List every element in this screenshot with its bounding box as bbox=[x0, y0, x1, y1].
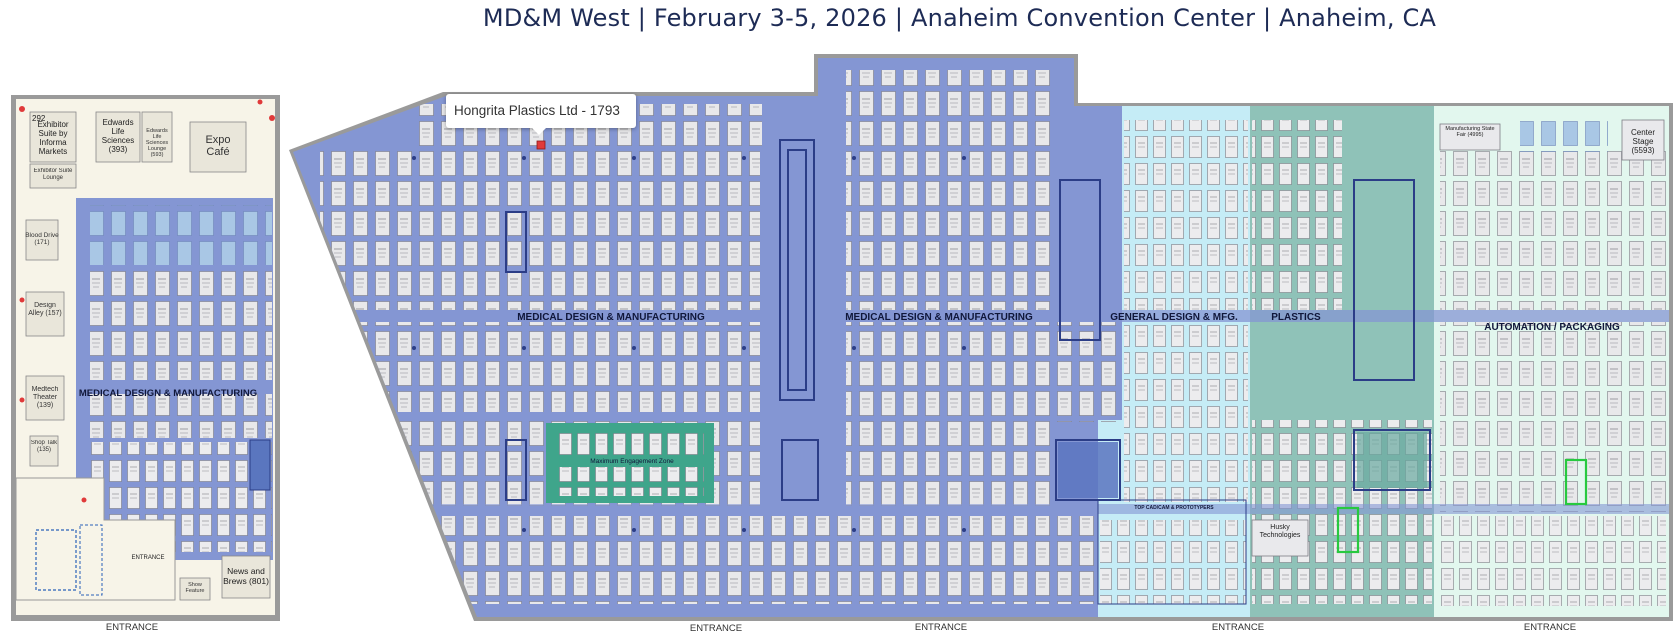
left-hall-section-label: MEDICAL DESIGN & MANUFACTURING bbox=[79, 388, 257, 399]
mdm-booths-f bbox=[846, 70, 1056, 310]
entrance-label-1: ENTRANCE bbox=[690, 623, 742, 634]
left-hall-inner-entrance: ENTRANCE bbox=[131, 555, 164, 561]
page-title: MD&M West | February 3-5, 2026 | Anaheim… bbox=[482, 4, 1437, 32]
exhibitor-lounge-label: Exhibitor Suite Lounge bbox=[34, 168, 73, 181]
shop-talk-room[interactable] bbox=[29, 435, 59, 467]
show-feature-room[interactable] bbox=[179, 577, 211, 601]
top-cadcam-area bbox=[1097, 499, 1247, 605]
edwards-room[interactable] bbox=[95, 111, 141, 163]
top-cadcam-label: TOP CAD/CAM & PROTOTYPERS bbox=[1134, 505, 1214, 511]
left-hall-service-area bbox=[15, 477, 176, 601]
entrance-label-4: ENTRANCE bbox=[1524, 622, 1576, 633]
automation-booths-b bbox=[1440, 322, 1666, 512]
mdm-booths-g bbox=[846, 322, 1056, 510]
news-brews-label: News and Brews (801) bbox=[223, 566, 269, 586]
show-feature-label: Show Feature bbox=[186, 582, 205, 594]
mdm-booths-c bbox=[346, 322, 760, 412]
mdm-booths-e bbox=[440, 516, 1100, 604]
lower-cross-aisle bbox=[293, 504, 1669, 514]
selected-booth-marker[interactable] bbox=[536, 140, 546, 150]
left-hall-aisle bbox=[76, 380, 273, 394]
manufacturing-fair-booth[interactable] bbox=[1439, 123, 1501, 151]
expo-cafe-label: Expo Café bbox=[205, 134, 230, 158]
medtech-theater-room[interactable] bbox=[25, 375, 65, 421]
left-hall-exit-markers bbox=[19, 99, 275, 503]
engagement-zone-label: Maximum Engagement Zone bbox=[590, 458, 674, 465]
left-hall: 292 Exhibitor Suite by Informa Markets E… bbox=[11, 95, 280, 633]
center-stage-booth[interactable] bbox=[1621, 119, 1665, 161]
center-stage-label: Center Stage (5593) bbox=[1631, 128, 1655, 155]
engagement-zone-aisle bbox=[556, 455, 704, 467]
highlight-booth-plastics[interactable] bbox=[1336, 506, 1360, 554]
main-cross-aisle bbox=[293, 310, 1669, 322]
dark-booth-block bbox=[1058, 442, 1118, 498]
manufacturing-fair-label: Manufacturing State Fair (4995) bbox=[1445, 126, 1494, 138]
exhibitor-lounge-room[interactable] bbox=[29, 163, 77, 189]
design-alley-label: Design Alley (157) bbox=[28, 302, 61, 317]
plastics-feature-block bbox=[1357, 432, 1427, 488]
general-booths-a bbox=[1124, 120, 1248, 310]
left-hall-booths-top bbox=[90, 205, 272, 265]
general-booths-b bbox=[1124, 322, 1248, 502]
left-hall-dark-booth[interactable] bbox=[249, 439, 271, 491]
entrance-label-2: ENTRANCE bbox=[915, 622, 967, 633]
automation-label: AUTOMATION / PACKAGING bbox=[1484, 322, 1620, 333]
blood-drive-room[interactable] bbox=[25, 219, 59, 261]
exhibitor-suite-room[interactable] bbox=[29, 111, 77, 163]
medtech-theater-label: Medtech Theater (139) bbox=[32, 386, 59, 409]
general-booths-c bbox=[1100, 520, 1246, 604]
shop-talk-label: Shop Talk (135) bbox=[31, 440, 57, 453]
edwards-lounge-label: Edwards Life Sciences Lounge (593) bbox=[146, 128, 168, 158]
structural-outlines bbox=[505, 139, 1431, 501]
booth-tooltip-text: Hongrita Plastics Ltd - 1793 bbox=[454, 103, 620, 118]
edwards-lounge-room[interactable] bbox=[141, 111, 173, 163]
news-brews-room[interactable] bbox=[221, 555, 271, 599]
edwards-label: Edwards Life Sciences (393) bbox=[102, 118, 134, 154]
design-alley-room[interactable] bbox=[25, 291, 65, 337]
left-hall-seating bbox=[35, 529, 77, 591]
husky-booth[interactable] bbox=[1251, 519, 1309, 557]
left-hall-seating-2 bbox=[79, 524, 103, 596]
plastics-label: PLASTICS bbox=[1271, 312, 1321, 323]
entrance-label-3: ENTRANCE bbox=[1212, 622, 1264, 633]
mdm-label-2: MEDICAL DESIGN & MANUFACTURING bbox=[845, 312, 1033, 323]
exhibitor-suite-number: 292 bbox=[32, 114, 46, 123]
husky-label: Husky Technologies bbox=[1260, 524, 1301, 539]
exhibitor-suite-label: Exhibitor Suite by Informa Markets bbox=[37, 120, 68, 156]
expo-cafe-room[interactable] bbox=[189, 121, 247, 173]
left-hall-entrance-label: ENTRANCE bbox=[106, 622, 158, 633]
mdm-booths-h bbox=[1050, 322, 1120, 422]
main-hall: MEDICAL DESIGN & MANUFACTURING MEDICAL D… bbox=[289, 54, 1673, 634]
automation-booths-blue bbox=[1520, 118, 1608, 152]
booth-tooltip: Hongrita Plastics Ltd - 1793 bbox=[446, 94, 636, 135]
blood-drive-label: Blood Drive (171) bbox=[25, 232, 59, 246]
highlight-booth-automation[interactable] bbox=[1564, 458, 1588, 506]
automation-booths-a bbox=[1440, 150, 1666, 310]
mdm-label-1: MEDICAL DESIGN & MANUFACTURING bbox=[517, 312, 705, 323]
general-label: GENERAL DESIGN & MFG. bbox=[1110, 312, 1238, 323]
plastics-booths-a bbox=[1252, 120, 1342, 310]
left-hall-booths-mid bbox=[90, 268, 272, 438]
mdm-booths-a bbox=[320, 150, 760, 310]
automation-booths-c bbox=[1440, 516, 1666, 606]
